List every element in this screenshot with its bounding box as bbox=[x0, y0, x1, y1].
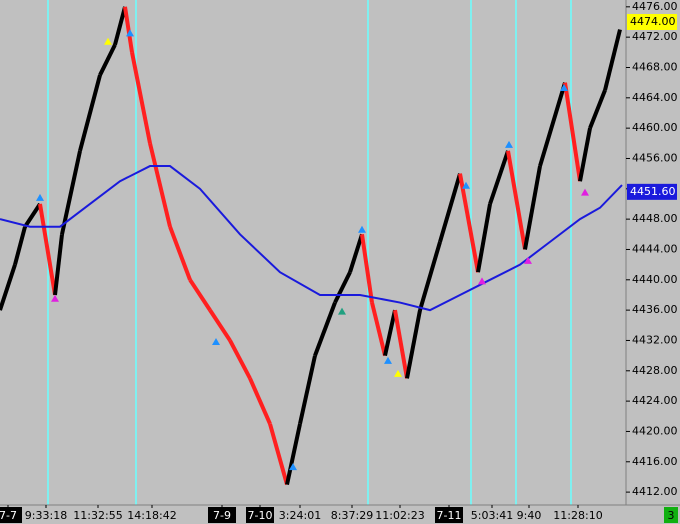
signal-marker bbox=[338, 307, 346, 315]
price-segment bbox=[285, 423, 302, 485]
x-tick-label: 14:18:42 bbox=[127, 509, 176, 522]
y-tick-label: 4412.00 bbox=[632, 485, 678, 498]
y-tick-label: 4460.00 bbox=[632, 121, 678, 134]
y-tick-label: 4464.00 bbox=[632, 91, 678, 104]
signal-marker bbox=[212, 337, 220, 345]
signal-marker bbox=[104, 37, 112, 45]
price-segment bbox=[0, 264, 17, 311]
price-segment bbox=[13, 226, 27, 266]
price-segment bbox=[476, 203, 492, 273]
signal-marker bbox=[462, 181, 470, 189]
counter: 3 bbox=[668, 509, 675, 522]
price-segment bbox=[506, 150, 527, 250]
y-tick-label: 4432.00 bbox=[632, 333, 678, 346]
price-segment bbox=[370, 302, 387, 357]
price-segment bbox=[168, 226, 192, 281]
x-tick-label: 8:37:29 bbox=[331, 509, 373, 522]
moving-average bbox=[0, 165, 623, 312]
price-segment bbox=[78, 74, 102, 152]
date-flag bbox=[0, 507, 22, 523]
x-tick-label: 7-10 bbox=[248, 509, 273, 522]
price-segment bbox=[348, 233, 364, 273]
price-segment bbox=[268, 423, 289, 486]
x-tick-label: 7-9 bbox=[213, 509, 231, 522]
signal-marker bbox=[289, 463, 297, 471]
session-lines bbox=[47, 0, 572, 505]
price-segment bbox=[578, 127, 592, 182]
price-segment bbox=[438, 173, 462, 243]
price-segment bbox=[148, 142, 172, 228]
counter-box bbox=[664, 507, 678, 523]
ma-label: 4451.60 bbox=[630, 185, 676, 198]
x-tick-label: 5:03:41 bbox=[471, 509, 513, 522]
signal-marker bbox=[394, 369, 402, 377]
date-flag bbox=[435, 507, 463, 523]
price-segment bbox=[248, 377, 272, 425]
y-tick-label: 4444.00 bbox=[632, 242, 678, 255]
price-segment bbox=[123, 6, 134, 53]
y-tick-label: 4472.00 bbox=[632, 30, 678, 43]
price-segment bbox=[383, 309, 397, 357]
price-segment bbox=[113, 6, 127, 46]
y-tick-label: 4424.00 bbox=[632, 394, 678, 407]
price-segment bbox=[23, 202, 42, 228]
x-tick-label: 7-11 bbox=[437, 509, 462, 522]
price-segment bbox=[228, 339, 252, 380]
signal-marker bbox=[36, 193, 44, 201]
date-flag bbox=[246, 507, 274, 523]
price-segment bbox=[313, 301, 337, 357]
price-segment bbox=[53, 234, 64, 296]
price-segment bbox=[588, 89, 607, 129]
price-segment bbox=[405, 309, 422, 379]
signal-marker bbox=[51, 294, 59, 302]
signal-marker bbox=[478, 277, 486, 285]
price-segment bbox=[333, 271, 352, 304]
x-tick-label: 11:02:23 bbox=[375, 509, 424, 522]
price-segment bbox=[360, 234, 374, 303]
last-price-label: 4474.00 bbox=[630, 15, 676, 28]
price-segment bbox=[188, 278, 212, 312]
price-segment bbox=[130, 51, 152, 144]
ma-box bbox=[627, 183, 677, 200]
price-segment bbox=[538, 82, 567, 167]
x-tick-label: 11:32:55 bbox=[73, 509, 122, 522]
y-tick-label: 4428.00 bbox=[632, 364, 678, 377]
price-segment bbox=[208, 309, 232, 342]
price-segment bbox=[458, 173, 480, 273]
x-tick-label: 9:33:18 bbox=[25, 509, 67, 522]
price-segment bbox=[488, 150, 510, 205]
price-segment bbox=[60, 150, 82, 235]
signal-marker bbox=[358, 225, 366, 233]
y-tick-label: 4420.00 bbox=[632, 424, 678, 437]
price-segment bbox=[523, 165, 542, 250]
y-tick-label: 4416.00 bbox=[632, 455, 678, 468]
x-tick-label: 7-7 bbox=[0, 509, 17, 522]
y-tick-label: 4468.00 bbox=[632, 60, 678, 73]
date-flag bbox=[208, 507, 236, 523]
signal-marker bbox=[505, 140, 513, 148]
price-segment bbox=[418, 241, 442, 311]
last-price-box bbox=[627, 13, 677, 30]
y-tick-label: 4456.00 bbox=[632, 151, 678, 164]
x-tick-label: 3:24:01 bbox=[279, 509, 321, 522]
y-tick-label: 4440.00 bbox=[632, 273, 678, 286]
signal-marker bbox=[524, 256, 532, 264]
y-tick-label: 4448.00 bbox=[632, 212, 678, 225]
price-segment bbox=[563, 82, 582, 182]
signal-marker bbox=[581, 188, 589, 196]
y-tick-label: 4476.00 bbox=[632, 0, 678, 13]
price-segment bbox=[98, 43, 117, 76]
price-segment bbox=[38, 203, 57, 296]
price-segment bbox=[298, 355, 317, 425]
signal-marker bbox=[384, 356, 392, 364]
price-segment bbox=[603, 29, 622, 91]
signal-marker bbox=[560, 83, 568, 91]
x-tick-label: 11:28:10 bbox=[553, 509, 602, 522]
x-tick-label: 9:40 bbox=[517, 509, 542, 522]
signal-marker bbox=[126, 29, 134, 37]
y-tick-label: 4436.00 bbox=[632, 303, 678, 316]
price-segment bbox=[393, 309, 409, 379]
